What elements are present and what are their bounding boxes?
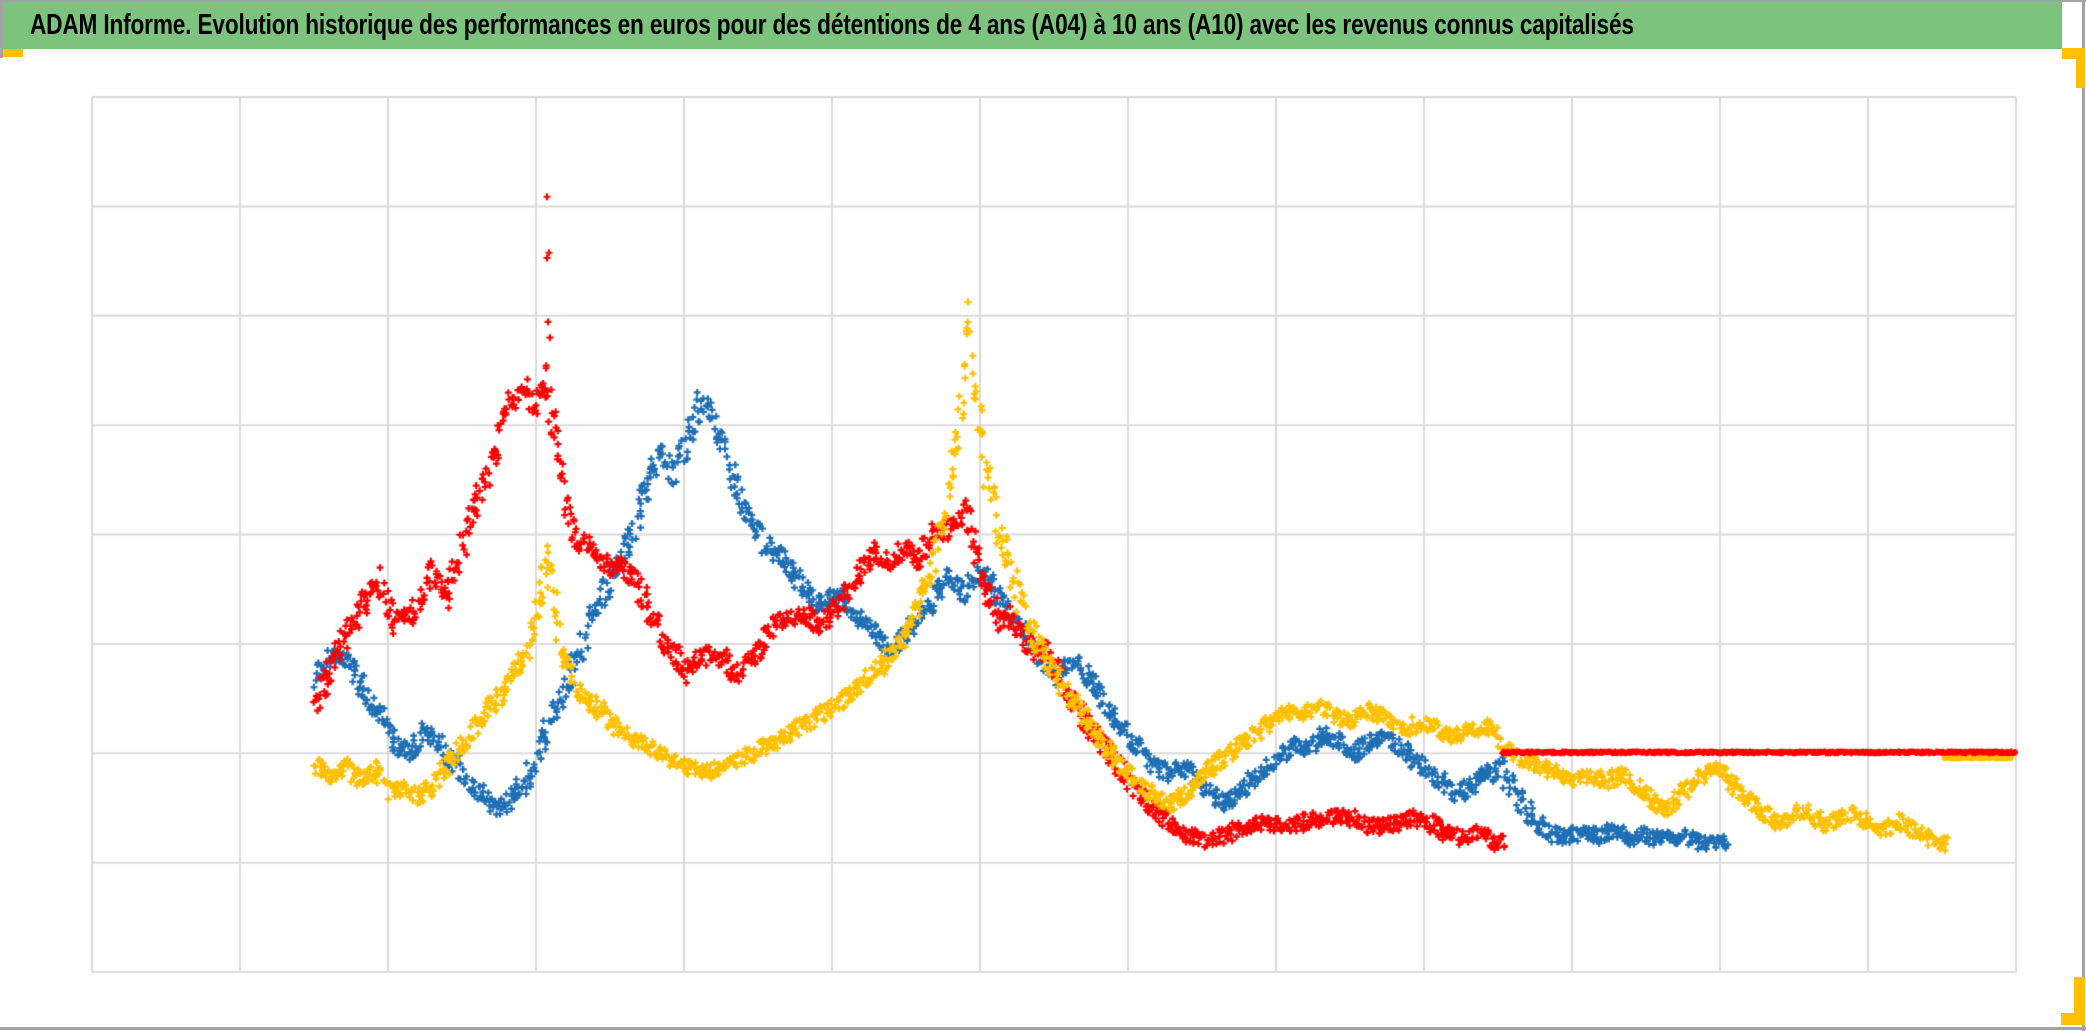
slide-edge-top (0, 0, 2086, 2)
slide-edge-bottom (0, 1027, 2086, 1030)
corner-accent-top-right (2062, 48, 2085, 59)
corner-accent-bottom-right (2061, 1013, 2085, 1025)
corner-accent-top-right-vertical (2076, 48, 2085, 88)
page-title: ADAM Informe. Evolution historique des p… (30, 9, 1634, 41)
slide-edge-right (2082, 0, 2085, 1031)
corner-accent-bottom-right-vertical (2074, 977, 2085, 1025)
slide-edge-left (0, 0, 3, 58)
corner-accent-top-left (3, 49, 23, 57)
title-bar: ADAM Informe. Evolution historique des p… (3, 2, 2062, 49)
